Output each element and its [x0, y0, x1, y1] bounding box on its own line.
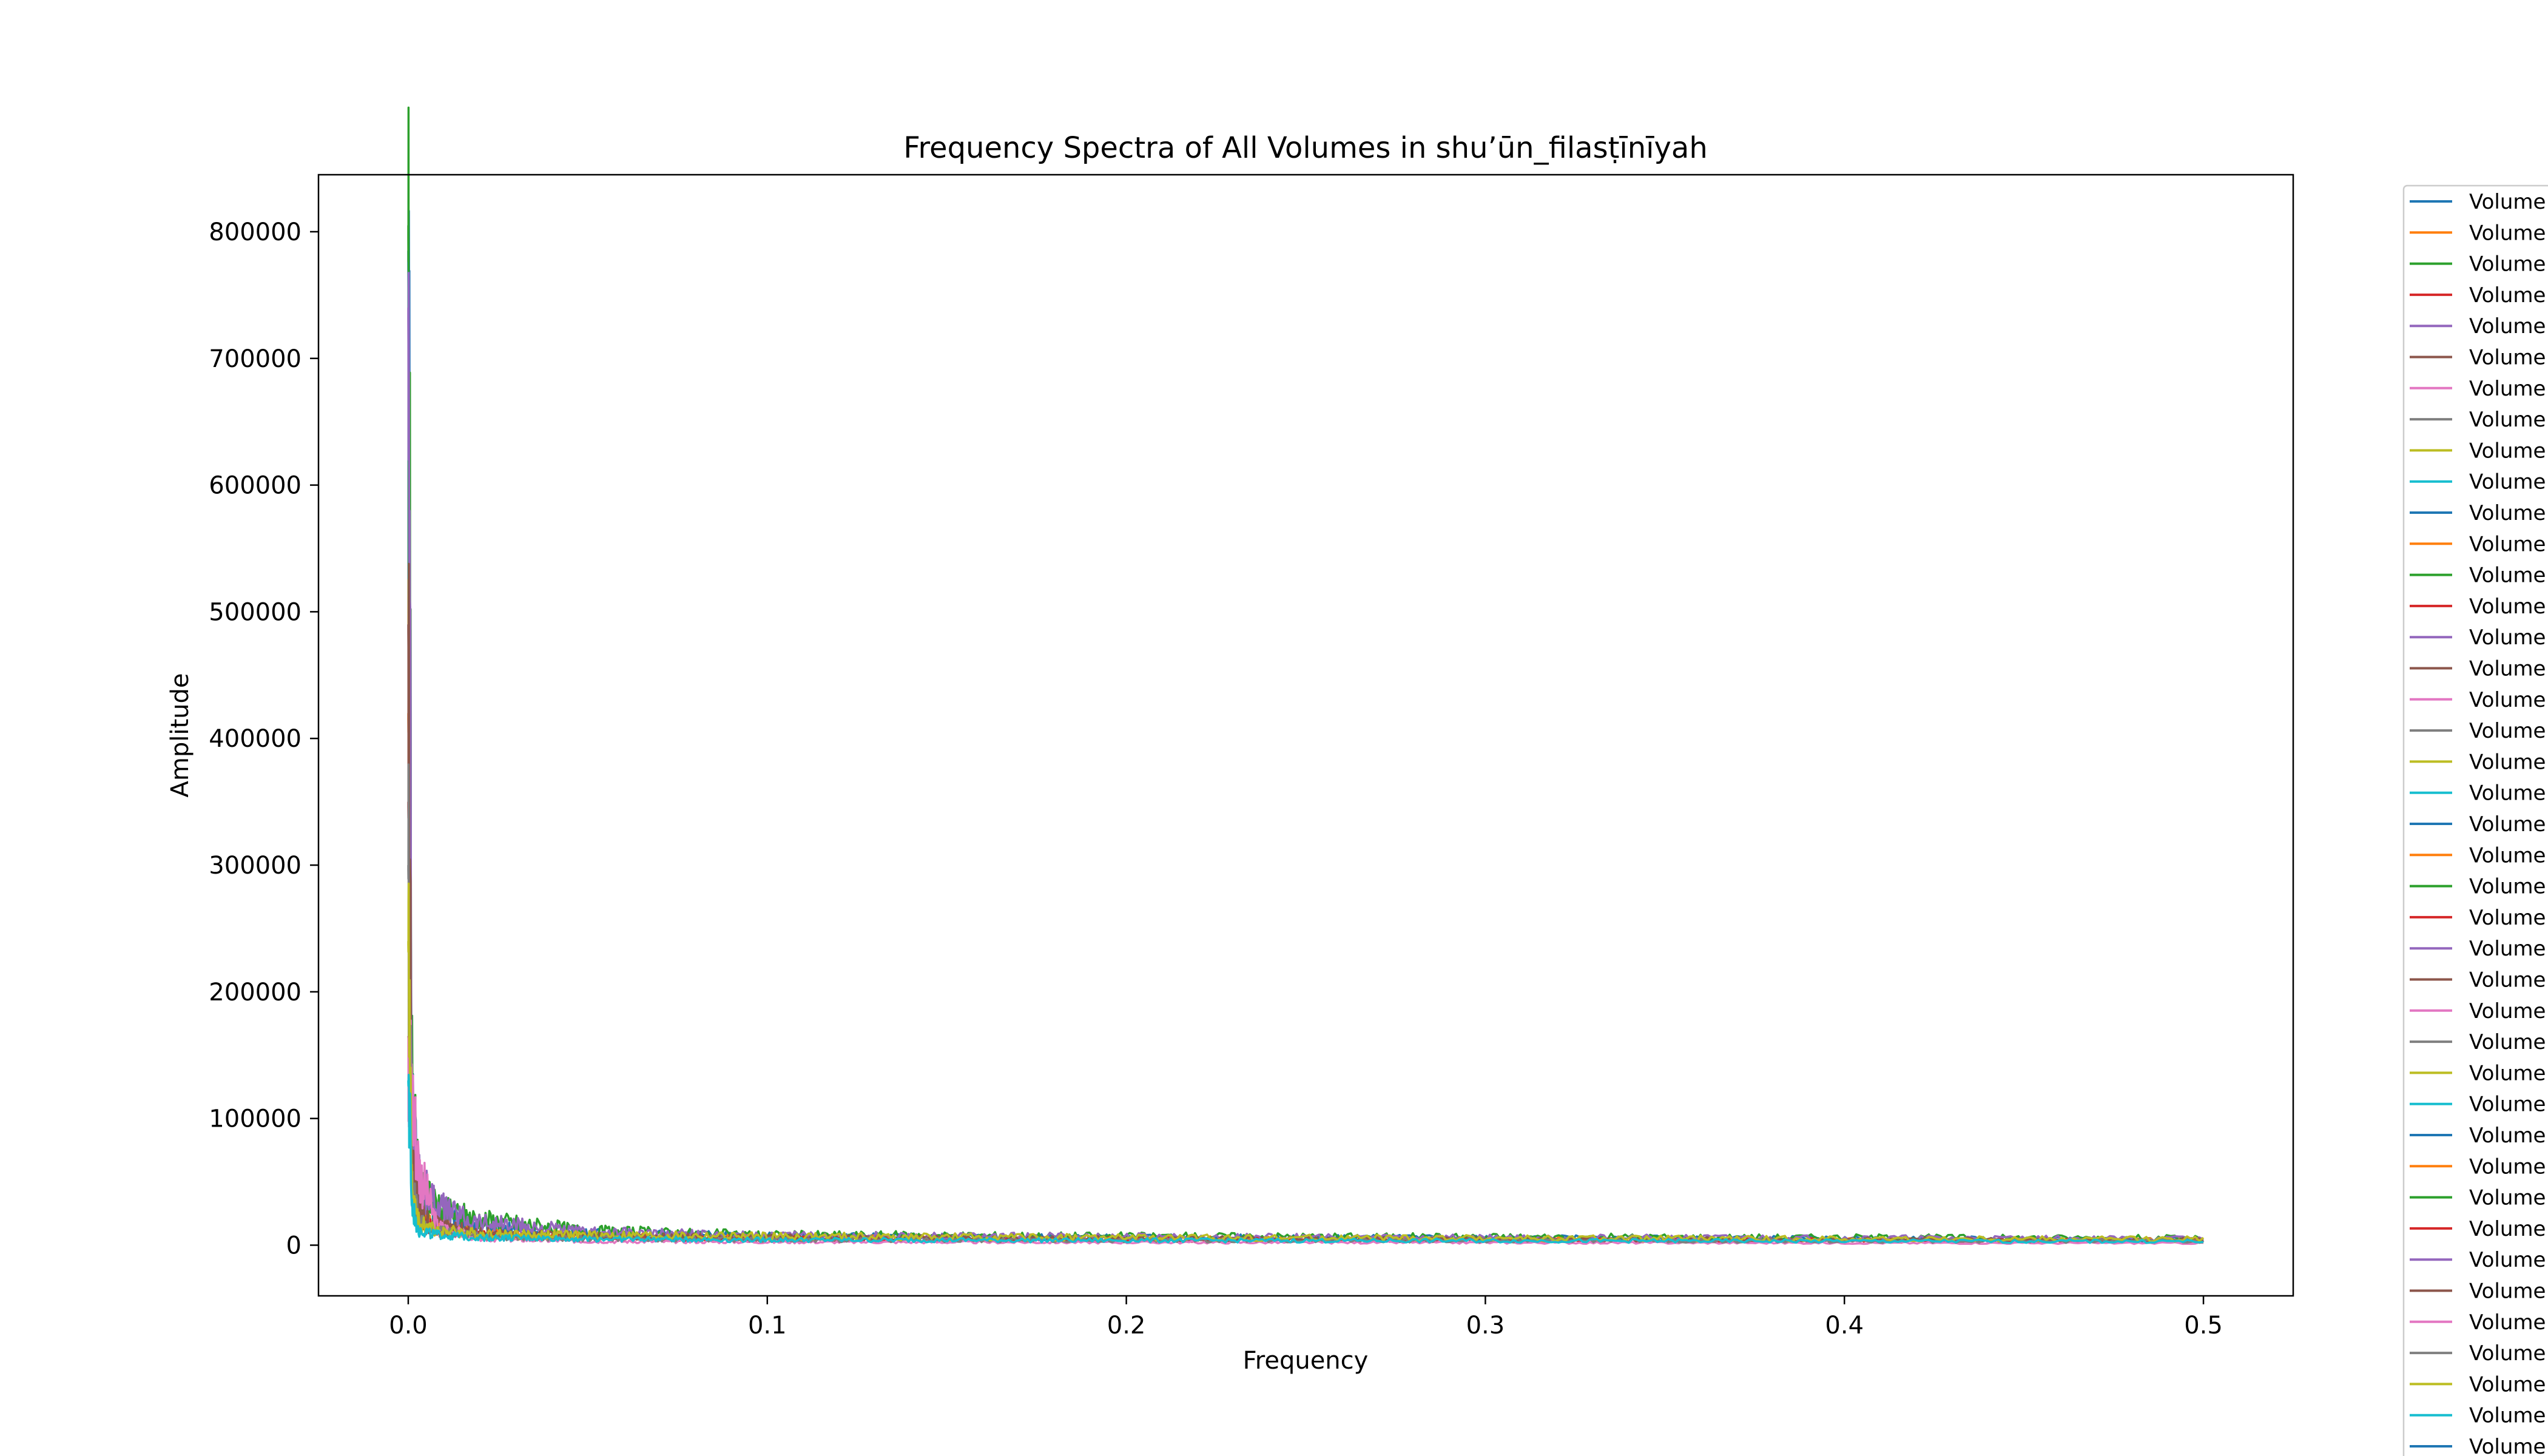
y-tick-label: 0: [286, 1232, 302, 1259]
legend-label: Volume: [2469, 1154, 2546, 1179]
legend-label: Volume: [2469, 750, 2546, 774]
y-tick-label: 500000: [209, 598, 302, 626]
x-tick-label: 0.4: [1825, 1312, 1864, 1340]
legend-label: Volume: [2469, 1217, 2546, 1241]
y-tick-label: 800000: [209, 218, 302, 246]
y-tick-label: 600000: [209, 472, 302, 500]
legend-label: Volume: [2469, 719, 2546, 743]
legend-label: Volume: [2469, 1124, 2546, 1148]
y-tick-label: 400000: [209, 725, 302, 753]
plot-lines: [407, 106, 2205, 1245]
legend-label: Volume: [2469, 1279, 2546, 1304]
x-tick-label: 0.0: [389, 1312, 428, 1340]
legend-label: Volume: [2469, 999, 2546, 1023]
legend-label: Volume: [2469, 968, 2546, 993]
legend-label: Volume: [2469, 221, 2546, 245]
legend-label: Volume: [2469, 875, 2546, 899]
legend-label: Volume: [2469, 1061, 2546, 1085]
legend-label: Volume: [2469, 1435, 2546, 1456]
x-tick-label: 0.1: [748, 1312, 787, 1340]
legend-label: Volume: [2469, 532, 2546, 556]
legend-label: Volume: [2469, 781, 2546, 806]
y-tick-label: 700000: [209, 345, 302, 373]
legend-label: Volume: [2469, 812, 2546, 837]
legend-label: Volume: [2469, 1248, 2546, 1272]
y-tick-label: 100000: [209, 1105, 302, 1133]
legend-label: Volume: [2469, 1404, 2546, 1428]
legend-label: Volume: [2469, 906, 2546, 930]
legend-label: Volume: [2469, 1093, 2546, 1117]
legend-label: Volume: [2469, 564, 2546, 588]
legend-label: Volume: [2469, 346, 2546, 370]
legend-label: Volume: [2469, 252, 2546, 277]
legend: Volume Volume Volume Volume Volume Volume Volu…: [2402, 184, 2548, 1456]
legend-label: Volume: [2469, 1372, 2546, 1397]
legend-label: Volume: [2469, 314, 2546, 339]
legend-label: Volume: [2469, 625, 2546, 650]
legend-label: Volume: [2469, 1030, 2546, 1054]
series-line: [407, 1073, 2204, 1244]
legend-label: Volume: [2469, 843, 2546, 868]
y-axis: 0 100000 200000 300000 400000 500000 600000 700…: [209, 218, 318, 1259]
legend-label: Volume: [2469, 190, 2546, 214]
legend-label: Volume: [2469, 1341, 2546, 1366]
plot-frame: [317, 174, 2294, 1297]
legend-label: Volume: [2469, 439, 2546, 463]
x-tick-label: 0.3: [1466, 1312, 1505, 1340]
legend-label: Volume: [2469, 1186, 2546, 1210]
x-axis: 0.0 0.1 0.2 0.3 0.4 0.5: [389, 1296, 2223, 1340]
legend-frame: [2402, 184, 2548, 1456]
legend-label: Volume: [2469, 937, 2546, 961]
y-tick-label: 300000: [209, 852, 302, 880]
y-axis-title: Amplitude: [166, 673, 194, 798]
chart-title: Frequency Spectra of All Volumes in shu’…: [903, 131, 1708, 165]
series-line: [407, 882, 2205, 1243]
y-tick-label: 200000: [209, 979, 302, 1006]
legend-label: Volume: [2469, 595, 2546, 619]
legend-label: Volume: [2469, 657, 2546, 681]
x-tick-label: 0.5: [2184, 1312, 2223, 1340]
legend-label: Volume: [2469, 501, 2546, 525]
legend-label: Volume: [2469, 688, 2546, 712]
x-tick-label: 0.2: [1107, 1312, 1146, 1340]
x-axis-title: Frequency: [1243, 1347, 1369, 1375]
legend-label: Volume: [2469, 377, 2546, 401]
legend-label: Volume: [2469, 283, 2546, 308]
legend-label: Volume: [2469, 408, 2546, 432]
legend-label: Volume: [2469, 1310, 2546, 1335]
legend-label: Volume: [2469, 470, 2546, 494]
